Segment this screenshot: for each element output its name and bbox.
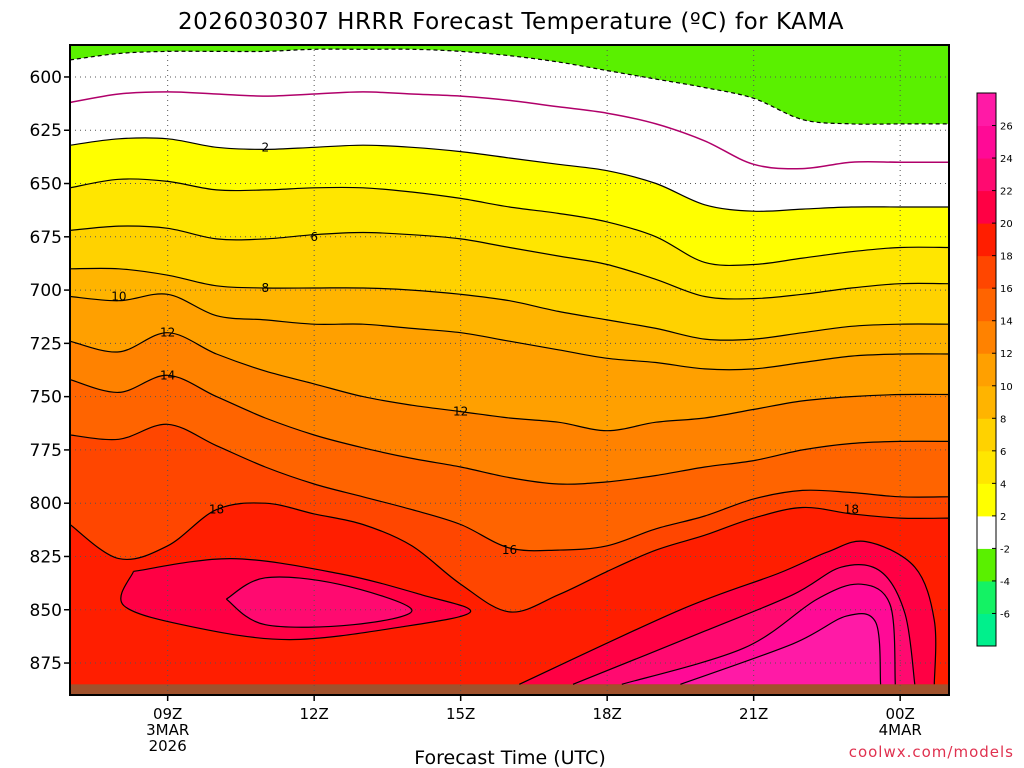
isotherm-18 (70, 502, 949, 613)
colorbar-band (977, 580, 996, 614)
colorbar-band (977, 418, 996, 452)
colorbar-label: 12 (1000, 349, 1013, 360)
isotherm-8 (70, 267, 949, 341)
contour-label: 18 (844, 503, 859, 517)
colorbar-label: 14 (1000, 317, 1013, 328)
y-tick-label: 875 (30, 654, 62, 674)
contour-label: 14 (160, 368, 175, 382)
x-tick-label: 18Z (592, 705, 621, 723)
colorbar-label: 24 (1000, 154, 1013, 165)
colorbar-band (977, 288, 996, 322)
grid-lines (70, 45, 949, 695)
contour-label: 8 (262, 281, 270, 295)
isotherm-10 (70, 293, 949, 371)
y-tick-label: 600 (30, 68, 62, 88)
ground-layer (70, 684, 949, 695)
colorbar-label: -6 (1000, 609, 1010, 620)
colorbar-band (977, 158, 996, 192)
x-tick-label: 09Z (153, 705, 182, 723)
colorbar-band (977, 93, 996, 127)
credit-text: coolwx.com/models (849, 743, 1014, 761)
y-tick-label: 775 (30, 441, 62, 461)
x-axis-label: Forecast Time (UTC) (414, 747, 605, 768)
isotherm-pocket-26-5 (680, 613, 882, 685)
contour-labels: 2 6 8 10 12 14 12 18 16 18 (111, 140, 859, 557)
y-tick-label: 800 (30, 494, 62, 514)
contour-label: 10 (111, 289, 126, 303)
colorbar-frame (976, 92, 997, 647)
contour-label: 12 (160, 326, 175, 340)
isotherm-0 (70, 91, 949, 170)
colorbar-band (977, 515, 996, 549)
colorbar-label: 4 (1000, 479, 1006, 490)
isotherm-16 (70, 423, 949, 552)
colorbar-label: 10 (1000, 382, 1013, 393)
colorbar-label: 20 (1000, 219, 1013, 230)
isotherm-14 (70, 374, 949, 485)
x-tick-label: 15Z (446, 705, 475, 723)
isotherm-pocket-24-4 (621, 583, 896, 685)
isotherm-4 (70, 178, 949, 267)
isotherm-pocket-20-0 (120, 557, 472, 641)
y-tick-label: 825 (30, 547, 62, 567)
isotherm-12 (70, 332, 949, 432)
contour-label: 6 (310, 230, 318, 244)
colorbar-label: 2 (1000, 512, 1006, 523)
x-tick-label: 2026 (149, 737, 187, 755)
colorbar-band (977, 483, 996, 517)
colorbar-band (977, 450, 996, 484)
plot-frame (69, 44, 950, 696)
colorbar-band (977, 255, 996, 289)
colorbar-band (977, 353, 996, 387)
colorbar-band (977, 190, 996, 224)
x-tick-label: 12Z (299, 705, 328, 723)
isotherm-lines (70, 48, 949, 685)
temperature-fill-layers (70, 45, 949, 695)
isotherm-pocket-22-3 (572, 564, 916, 685)
chart-title: 2026030307 HRRR Forecast Temperature (ºC… (178, 9, 844, 35)
colorbar-label: 26 (1000, 122, 1013, 133)
colorbar-band (977, 613, 996, 647)
contour-label: 12 (453, 405, 468, 419)
colorbar-band (977, 320, 996, 354)
colorbar-band (977, 125, 996, 159)
colorbar-band (977, 548, 996, 582)
y-tick-label: 850 (30, 601, 62, 621)
colorbar-label: -2 (1000, 544, 1010, 555)
plot-area: 2 6 8 10 12 14 12 18 16 18 (70, 45, 949, 695)
x-tick-label: 21Z (739, 705, 768, 723)
contour-label: 18 (209, 503, 224, 517)
isotherm-6 (70, 225, 949, 300)
colorbar-band (977, 385, 996, 419)
isotherm-pocket-22-1 (225, 576, 413, 628)
y-tick-label: 675 (30, 228, 62, 248)
y-tick-label: 725 (30, 334, 62, 354)
y-tick-label: 650 (30, 175, 62, 195)
y-tick-label: 625 (30, 121, 62, 141)
contour-label: 16 (502, 543, 517, 557)
isotherm-2 (70, 137, 949, 212)
colorbar-label: 8 (1000, 414, 1006, 425)
contour-label: 2 (262, 140, 270, 154)
fill-band-above_m2 (70, 45, 949, 125)
y-axis: 600 625 650 675 700 725 750 775 800 825 850 875 (30, 68, 70, 674)
warm-pocket-fill-1 (226, 576, 412, 628)
colorbar-label: 22 (1000, 187, 1013, 198)
y-tick-label: 750 (30, 388, 62, 408)
ground-fill (70, 684, 949, 695)
colorbar-label: -4 (1000, 577, 1010, 588)
colorbar-label: 18 (1000, 252, 1013, 263)
x-tick-label: 3MAR (146, 721, 189, 739)
x-tick-label: 00Z (885, 705, 914, 723)
colorbar-label: 16 (1000, 284, 1013, 295)
x-tick-label: 4MAR (879, 721, 922, 739)
isotherm-pocket-20-2 (519, 540, 937, 685)
y-tick-label: 700 (30, 281, 62, 301)
colorbar-label: 6 (1000, 447, 1006, 458)
colorbar-band (977, 223, 996, 257)
